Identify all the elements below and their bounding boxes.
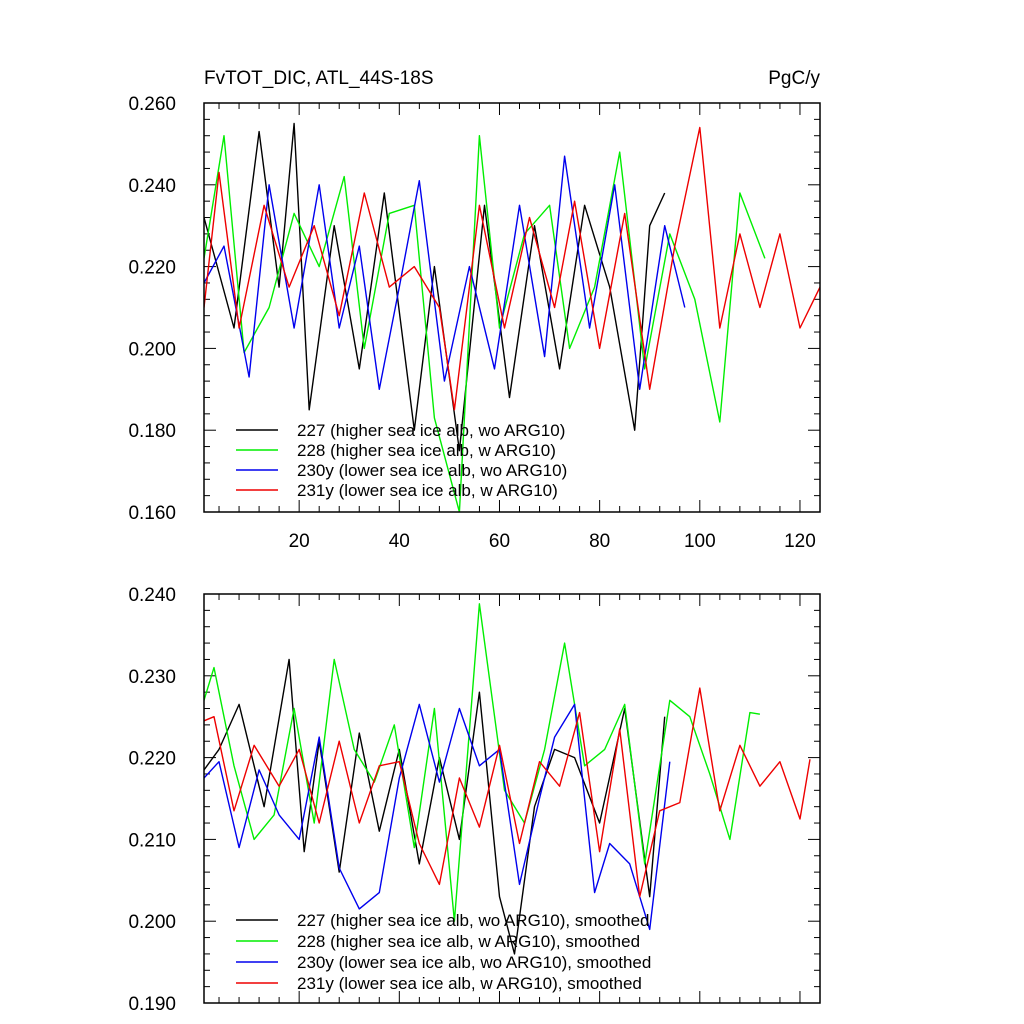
x-tick-label: 100 bbox=[684, 531, 716, 552]
bottom-panel-tick-labels: 0.190 0.200 0.210 0.220 0.230 0.240 bbox=[128, 585, 176, 1015]
legend-label: 231y (lower sea ice alb, w ARG10), smoot… bbox=[297, 974, 642, 993]
y-tick-label: 0.180 bbox=[128, 421, 176, 442]
y-tick-label: 0.190 bbox=[128, 994, 176, 1015]
series-line-1 bbox=[204, 134, 766, 512]
top-panel: FvTOT_DIC, ATL_44S-18S PgC/y 0.1600.1800… bbox=[128, 68, 821, 552]
series-line-2 bbox=[204, 703, 671, 931]
bottom-panel: 0.190 0.200 0.210 0.220 0.230 0.240 227 (high… bbox=[128, 585, 821, 1015]
series-line-2 bbox=[204, 155, 686, 390]
top-panel-tick-labels: 0.160 0.180 0.200 0.220 0.240 0.260 20 40 60 80 10… bbox=[128, 94, 815, 552]
bottom-panel-ticks bbox=[204, 593, 821, 1004]
legend-label: 228 (higher sea ice alb, w ARG10), smoot… bbox=[297, 932, 640, 951]
y-tick-label: 0.220 bbox=[128, 258, 176, 279]
y-tick-label: 0.160 bbox=[128, 503, 176, 524]
series-line-3 bbox=[204, 126, 820, 411]
top-panel-series bbox=[204, 122, 820, 512]
legend-label: 230y (lower sea ice alb, wo ARG10), smoo… bbox=[297, 953, 651, 972]
y-tick-label: 0.210 bbox=[128, 830, 176, 851]
series-line-1 bbox=[204, 603, 761, 922]
x-tick-label: 40 bbox=[389, 531, 410, 552]
x-tick-label: 20 bbox=[289, 531, 310, 552]
legend-label: 228 (higher sea ice alb, w ARG10) bbox=[297, 441, 556, 460]
bottom-panel-legend: 227 (higher sea ice alb, wo ARG10), smoo… bbox=[236, 911, 651, 993]
series-line-0 bbox=[204, 658, 666, 955]
y-tick-label: 0.220 bbox=[128, 749, 176, 770]
top-panel-legend: 227 (higher sea ice alb, wo ARG10)228 (h… bbox=[236, 421, 567, 500]
legend-label: 227 (higher sea ice alb, wo ARG10) bbox=[297, 421, 565, 440]
x-tick-label: 60 bbox=[489, 531, 510, 552]
y-tick-label: 0.240 bbox=[128, 176, 176, 197]
bottom-panel-series bbox=[204, 603, 811, 955]
y-tick-label: 0.230 bbox=[128, 667, 176, 688]
y-tick-label: 0.200 bbox=[128, 912, 176, 933]
series-line-3 bbox=[204, 687, 811, 898]
y-tick-label: 0.200 bbox=[128, 339, 176, 360]
y-tick-label: 0.260 bbox=[128, 94, 176, 115]
y-tick-label: 0.240 bbox=[128, 585, 176, 606]
top-panel-units: PgC/y bbox=[768, 68, 820, 89]
x-tick-label: 120 bbox=[784, 531, 816, 552]
x-tick-label: 80 bbox=[589, 531, 610, 552]
legend-label: 227 (higher sea ice alb, wo ARG10), smoo… bbox=[297, 911, 649, 930]
bottom-panel-frame bbox=[203, 593, 821, 1004]
top-panel-title: FvTOT_DIC, ATL_44S-18S bbox=[204, 68, 434, 89]
legend-label: 231y (lower sea ice alb, w ARG10) bbox=[297, 481, 558, 500]
top-panel-frame bbox=[203, 102, 821, 513]
legend-label: 230y (lower sea ice alb, wo ARG10) bbox=[297, 461, 567, 480]
